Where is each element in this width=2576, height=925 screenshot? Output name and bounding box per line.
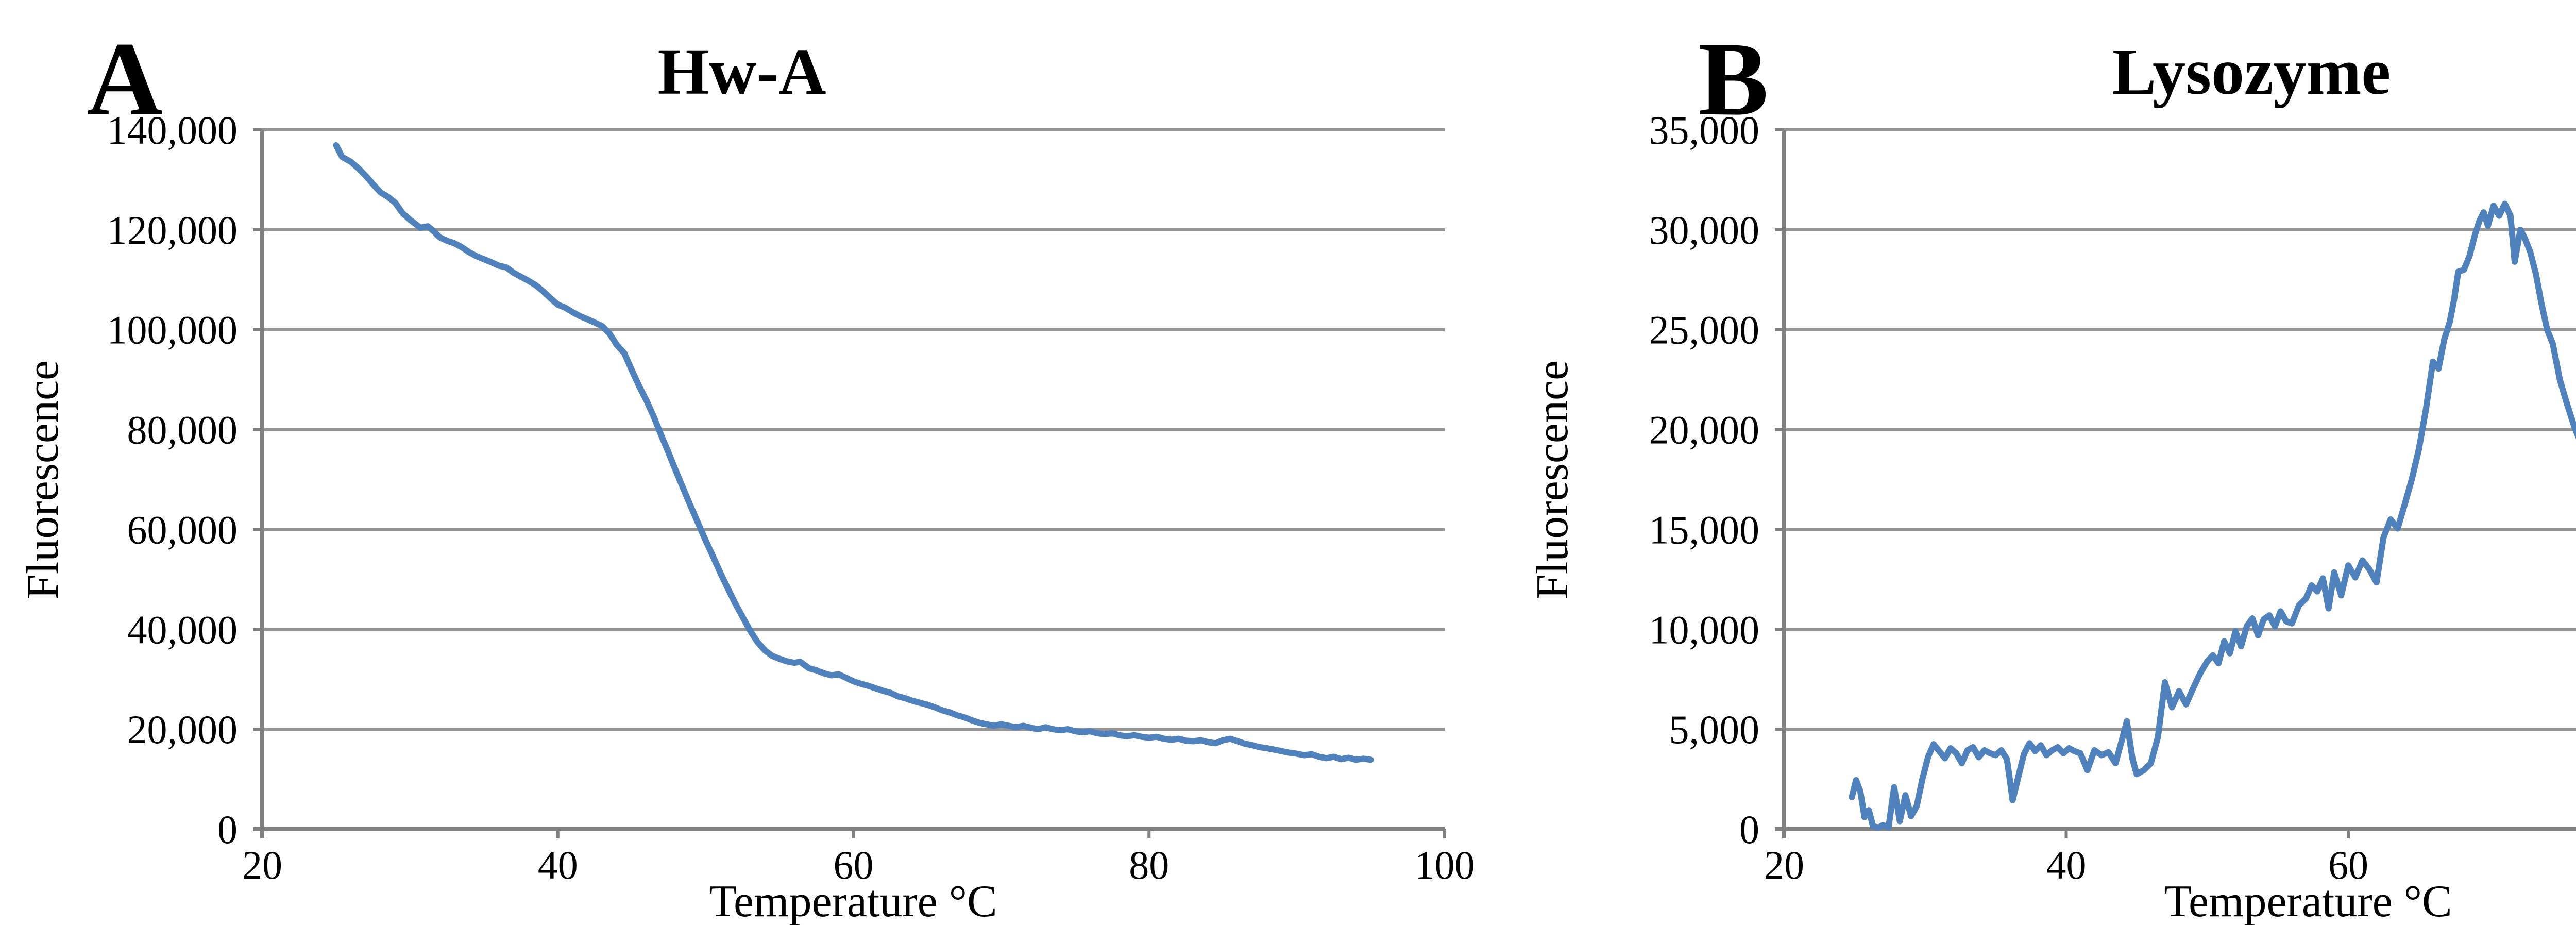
x-tick-label: 80	[1129, 843, 1169, 887]
series-line	[333, 142, 1374, 763]
panel-b-letter: B	[1698, 21, 1769, 138]
y-tick-label: 0	[1739, 807, 1759, 852]
series-line	[1849, 200, 2576, 831]
x-tick-label: 60	[834, 843, 874, 887]
y-tick-label: 100,000	[107, 308, 238, 352]
panel-a-title: Hw-A	[657, 35, 826, 108]
y-tick-label: 30,000	[1649, 208, 1760, 253]
panel-b-x-axis-title: Temperature °C	[2164, 877, 2452, 925]
y-tick-label: 140,000	[107, 108, 238, 153]
y-tick-label: 20,000	[1649, 408, 1760, 452]
panel-a-letter: A	[87, 21, 163, 138]
x-tick-label: 20	[1764, 843, 1804, 887]
y-tick-label: 80,000	[127, 408, 238, 452]
y-tick-label: 20,000	[127, 707, 238, 752]
y-tick-label: 5,000	[1669, 707, 1760, 752]
y-tick-label: 40,000	[127, 607, 238, 652]
panel-a-x-axis-title: Temperature °C	[709, 877, 997, 925]
x-tick-label: 40	[2046, 843, 2087, 887]
panel-a-y-axis-title: Fluorescence	[18, 360, 68, 599]
x-tick-label: 60	[2328, 843, 2368, 887]
x-tick-label: 40	[538, 843, 578, 887]
x-tick-label: 100	[1415, 843, 1475, 887]
x-tick-label: 20	[242, 843, 282, 887]
y-tick-label: 10,000	[1649, 607, 1760, 652]
y-tick-label: 60,000	[127, 507, 238, 552]
y-tick-label: 35,000	[1649, 108, 1760, 153]
panel-a-plot: 0 20,000 40,000 60,000 80,000 100,000 120,000 1…	[107, 108, 1475, 887]
panel-b-y-axis-title: Fluorescence	[1528, 360, 1578, 599]
panel-b-title: Lysozyme	[2112, 35, 2391, 108]
y-tick-label: 15,000	[1649, 507, 1760, 552]
y-tick-label: 25,000	[1649, 308, 1760, 352]
chart-layer: 0 20,000 40,000 60,000 80,000 100,000 120,000 1…	[107, 108, 2576, 887]
y-tick-label: 0	[217, 807, 238, 852]
panel-b-plot: 0 5,000 10,000 15,000 20,000 25,000 30,000 35,0…	[1649, 108, 2576, 887]
y-tick-label: 120,000	[107, 208, 238, 253]
